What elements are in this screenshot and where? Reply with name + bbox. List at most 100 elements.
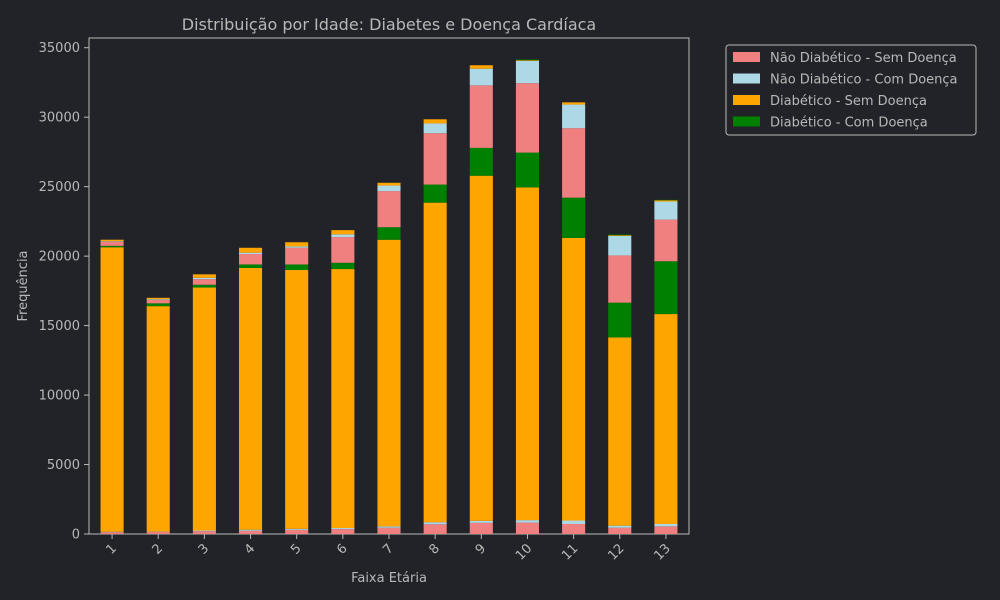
y-axis-label: Frequência: [16, 250, 31, 321]
bar-segment-1-layer-2: [100, 247, 124, 532]
x-tick-label: 6: [334, 541, 350, 557]
bar-segment-9-layer-1: [469, 520, 493, 523]
bar-segment-12-layer-7: [608, 234, 632, 236]
bar-segment-10-layer-1: [515, 520, 539, 523]
legend-swatch-1: [733, 73, 760, 84]
bar-segment-1-layer-6: [100, 239, 124, 242]
y-tick-label: 15000: [39, 319, 80, 334]
bar-segment-8-layer-5: [423, 123, 447, 134]
bar-segment-2-layer-6: [146, 297, 170, 300]
y-tick-label: 20000: [39, 250, 80, 265]
bar-segment-10-layer-4: [515, 83, 539, 153]
bar-segment-12-layer-0: [608, 527, 632, 534]
bar-segment-12-layer-6: [608, 235, 632, 236]
bar-segment-2-layer-5: [146, 299, 170, 300]
bar-segment-12-layer-4: [608, 255, 632, 303]
bar-segment-9-layer-4: [469, 85, 493, 148]
bar-segment-1-layer-4: [100, 241, 124, 246]
bar-segment-6-layer-4: [331, 237, 355, 263]
x-tick-label: 5: [288, 541, 304, 557]
legend-swatch-0: [733, 52, 760, 62]
bar-segment-4-layer-4: [239, 254, 263, 265]
bar-segment-7-layer-2: [377, 239, 401, 527]
y-tick-label: 25000: [39, 180, 80, 195]
bar-segment-3-layer-0: [192, 531, 216, 534]
bar-segment-6-layer-1: [331, 528, 355, 530]
bar-segment-7-layer-6: [377, 182, 401, 186]
bar-segment-13-layer-0: [654, 526, 678, 534]
bar-segment-11-layer-0: [562, 524, 586, 534]
y-tick-label: 10000: [39, 389, 80, 404]
bar-segment-10-layer-6: [515, 60, 539, 61]
bar-segment-7-layer-5: [377, 185, 401, 192]
bar-segment-1-layer-3: [100, 245, 124, 248]
bar-segment-9-layer-5: [469, 68, 493, 86]
bar-segment-8-layer-1: [423, 522, 447, 525]
bar-segment-1-layer-5: [100, 241, 124, 242]
bar-segment-4-layer-2: [239, 267, 263, 530]
x-tick-label: 8: [427, 541, 443, 557]
bar-segment-1-layer-0: [100, 532, 124, 534]
bar-segment-10-layer-5: [515, 60, 539, 84]
bar-segment-8-layer-6: [423, 119, 447, 124]
bar-segment-13-layer-2: [654, 314, 678, 524]
bar-segment-12-layer-1: [608, 525, 632, 528]
y-tick-label: 30000: [39, 111, 80, 126]
bar-segment-11-layer-3: [562, 197, 586, 238]
bar-segment-10-layer-0: [515, 522, 539, 534]
bar-segment-4-layer-0: [239, 530, 263, 534]
x-tick-label: 12: [605, 541, 627, 563]
bar-segment-6-layer-6: [331, 230, 355, 235]
legend-label-2: Diabético - Sem Doença: [770, 94, 927, 109]
bar-segment-7-layer-1: [377, 526, 401, 528]
bar-segment-13-layer-5: [654, 201, 678, 220]
bar-segment-10-layer-3: [515, 152, 539, 188]
bar-segment-5-layer-3: [285, 264, 309, 271]
bar-segment-13-layer-4: [654, 219, 678, 262]
bar-segment-11-layer-2: [562, 237, 586, 521]
x-tick-label: 10: [513, 541, 535, 563]
legend-label-3: Diabético - Com Doença: [770, 116, 928, 131]
x-tick-label: 7: [380, 541, 396, 557]
bar-segment-13-layer-6: [654, 200, 678, 202]
bar-segment-10-layer-7: [515, 59, 539, 61]
bar-segment-5-layer-0: [285, 529, 309, 534]
bars-group: [100, 59, 678, 534]
bar-segment-4-layer-1: [239, 529, 263, 531]
bar-segment-8-layer-0: [423, 524, 447, 534]
bar-segment-4-layer-3: [239, 264, 263, 268]
bar-segment-2-layer-0: [146, 531, 170, 534]
bar-segment-13-layer-1: [654, 524, 678, 527]
x-tick-label: 11: [559, 541, 581, 563]
x-tick-label: 9: [473, 541, 489, 557]
bar-segment-3-layer-3: [192, 284, 216, 288]
chart-title: Distribuição por Idade: Diabetes e Doenç…: [182, 15, 596, 34]
bar-segment-3-layer-2: [192, 287, 216, 531]
bar-segment-13-layer-3: [654, 261, 678, 315]
bar-segment-3-layer-6: [192, 274, 216, 278]
bar-segment-5-layer-5: [285, 246, 309, 248]
bar-segment-12-layer-3: [608, 302, 632, 338]
y-axis: 0 5000 10000 15000 20000 25000 30000 35000: [39, 41, 89, 543]
legend-swatch-2: [733, 95, 760, 105]
bar-segment-10-layer-2: [515, 187, 539, 521]
x-tick-label: 4: [242, 541, 258, 557]
bar-segment-2-layer-2: [146, 306, 170, 532]
bar-segment-11-layer-5: [562, 104, 586, 129]
bar-segment-3-layer-5: [192, 277, 216, 280]
bar-segment-3-layer-1: [192, 530, 216, 532]
legend-label-1: Não Diabético - Com Doença: [770, 73, 958, 88]
bar-segment-12-layer-5: [608, 235, 632, 256]
x-tick-label: 1: [103, 541, 119, 557]
bar-segment-2-layer-3: [146, 303, 170, 307]
bar-segment-9-layer-2: [469, 175, 493, 521]
bar-segment-11-layer-1: [562, 520, 586, 524]
bar-segment-12-layer-2: [608, 337, 632, 526]
y-tick-label: 35000: [39, 41, 80, 56]
bar-segment-3-layer-4: [192, 279, 216, 285]
bar-segment-5-layer-1: [285, 528, 309, 530]
x-tick-label: 3: [196, 541, 212, 557]
bar-segment-8-layer-4: [423, 133, 447, 185]
bar-segment-4-layer-6: [239, 247, 263, 253]
